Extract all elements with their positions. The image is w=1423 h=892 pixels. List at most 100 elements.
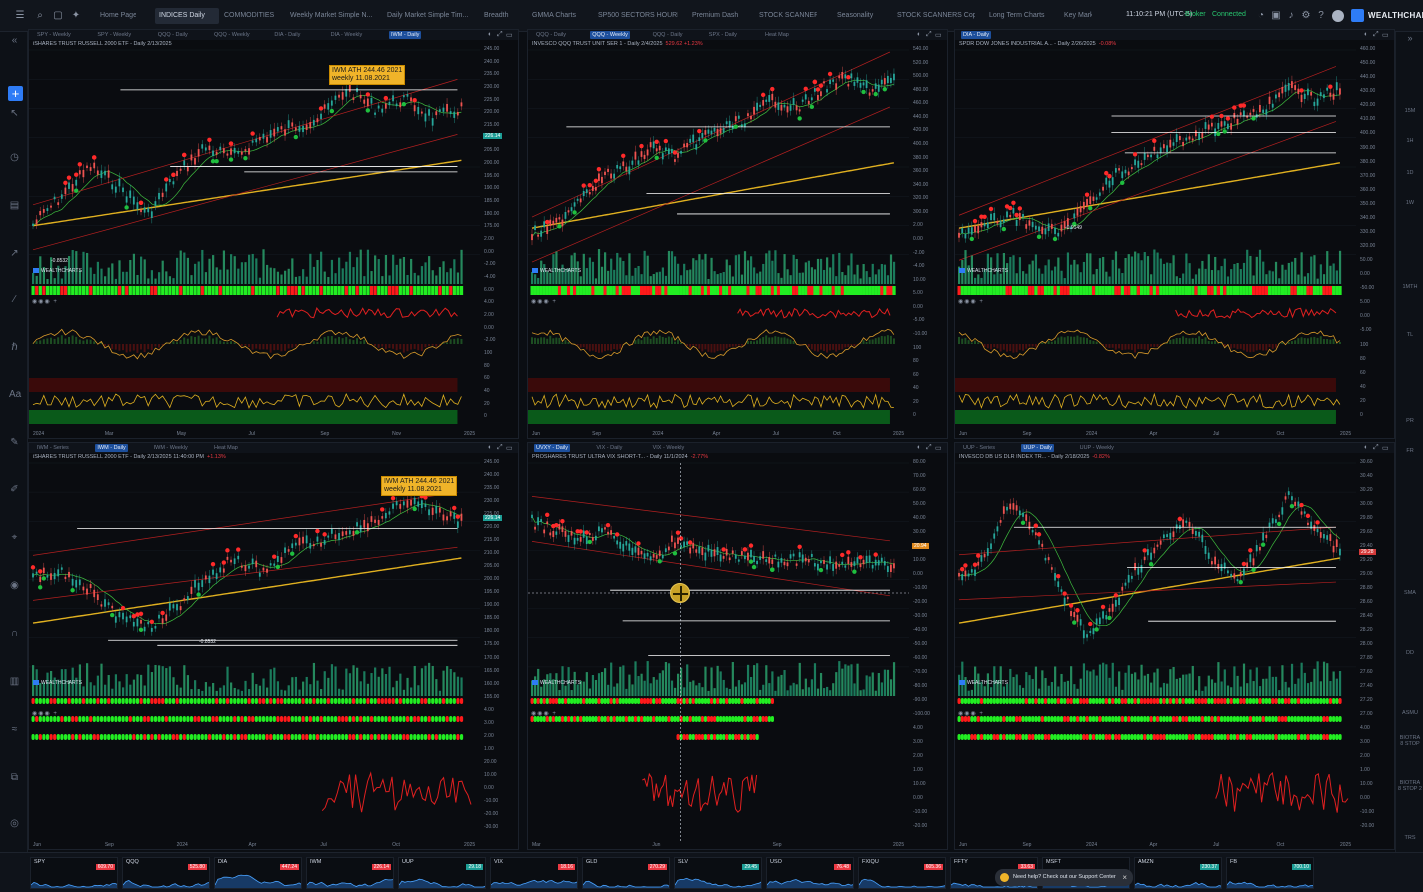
panel-tab[interactable]: QQQ - Daily	[536, 32, 566, 38]
panel-tab[interactable]: IWM - Series	[37, 445, 69, 451]
price-chart[interactable]	[955, 443, 1356, 850]
search-icon[interactable]: ⌕	[37, 10, 43, 21]
watchlist-tile[interactable]: FXIQU 605.36	[858, 857, 946, 889]
theme-icon[interactable]: ◐	[488, 31, 493, 38]
window-icon[interactable]: ▭	[1382, 445, 1389, 452]
magnet-icon[interactable]: ∩	[10, 628, 19, 639]
collapse-icon[interactable]: «	[11, 35, 18, 46]
fib-icon[interactable]: ℏ	[11, 342, 18, 353]
brush-icon[interactable]: ✎	[10, 437, 19, 448]
theme-icon[interactable]: ◐	[917, 444, 922, 451]
copy-icon[interactable]: ⧉	[10, 772, 19, 783]
pencil-icon[interactable]: ✐	[10, 484, 19, 495]
window-icon[interactable]: ▭	[1382, 32, 1389, 39]
expand-icon[interactable]: »	[1407, 33, 1413, 43]
panel-tab[interactable]: UVXY - Daily	[534, 444, 570, 452]
watchlist-tile[interactable]: GLD 270.29	[582, 857, 670, 889]
settings-icon[interactable]: ⚙	[1301, 10, 1311, 21]
pattern-icon[interactable]: ≈	[11, 724, 18, 735]
panel-tab[interactable]: Heat Map	[765, 32, 789, 38]
tab-7[interactable]: SP500 SECTORS HOURLY	[598, 12, 678, 19]
panel-tab[interactable]: VIX - Daily	[596, 445, 623, 451]
indicator-controls[interactable]: ◉◉◉ +	[32, 299, 58, 305]
chart-panel-2[interactable]: QQQ - Daily QQQ - Weekly QQQ - Daily SPX - …	[527, 29, 948, 439]
watchlist-tile[interactable]: IWM 226.14	[306, 857, 394, 889]
side-label[interactable]: BIOTRA 8 STOP	[1399, 735, 1421, 747]
save-icon[interactable]: ▣	[1271, 10, 1281, 21]
panel-tab[interactable]: QQQ - Daily	[157, 32, 188, 38]
maximize-icon[interactable]: ⤢	[926, 31, 932, 38]
side-label[interactable]: TL	[1406, 332, 1414, 338]
panel-tab[interactable]: IWM - Daily	[95, 444, 128, 452]
panel-tab[interactable]: UUP - Series	[963, 445, 995, 451]
watchlist-tile[interactable]: AMZN 230.37	[1134, 857, 1222, 889]
maximize-icon[interactable]: ⤢	[926, 444, 932, 451]
price-chart[interactable]	[955, 30, 1356, 439]
maximize-icon[interactable]: ⤢	[497, 444, 503, 451]
tab-5[interactable]: Breadth	[484, 12, 509, 19]
price-chart[interactable]	[528, 30, 909, 439]
tab-3[interactable]: Weekly Market Simple N...	[290, 12, 373, 19]
broker-status[interactable]: Broker	[1185, 11, 1206, 18]
price-chart[interactable]	[528, 443, 909, 850]
side-label[interactable]: BIOTRA 8 STOP 2	[1398, 780, 1422, 792]
panel-tab[interactable]: DIA - Daily	[274, 32, 301, 38]
watchlist-tile[interactable]: VIX 18.16	[490, 857, 578, 889]
panel-tab[interactable]: SPX - Daily	[708, 32, 737, 38]
tab-11[interactable]: STOCK SCANNERS Copy	[897, 12, 975, 19]
watchlist-tile[interactable]: FB 700.10	[1226, 857, 1314, 889]
chart-icon[interactable]: ▥	[9, 676, 20, 687]
side-label[interactable]: 1MTH	[1402, 284, 1418, 290]
ai-icon[interactable]: ✦	[71, 10, 81, 21]
trendline-icon[interactable]: ↗	[10, 248, 19, 259]
panel-tab[interactable]: UUP - Daily	[1021, 444, 1055, 452]
side-label[interactable]: SMA	[1404, 590, 1416, 596]
theme-icon[interactable]: ◐	[917, 31, 922, 38]
side-label[interactable]: PR	[1406, 418, 1414, 424]
chart-panel-6[interactable]: UUP - Series UUP - Daily UUP - Weekly ◐ ⤢ ▭ IN…	[954, 442, 1395, 850]
side-label[interactable]: ASMU	[1402, 710, 1418, 716]
watchlist-tile[interactable]: QQQ 525.80	[122, 857, 210, 889]
panel-tab[interactable]: IWM - Weekly	[153, 445, 188, 451]
panel-tab[interactable]: DIA - Daily	[961, 31, 991, 39]
add-chart-button[interactable]: +	[8, 86, 23, 101]
watchlist-tile[interactable]: SPY 609.70	[30, 857, 118, 889]
window-icon[interactable]: ▭	[506, 32, 513, 39]
panel-tab[interactable]: SPY - Weekly	[97, 32, 132, 38]
chart-panel-4[interactable]: IWM - Series IWM - Daily IWM - Weekly Heat …	[28, 442, 519, 850]
maximize-icon[interactable]: ⤢	[497, 31, 503, 38]
side-label[interactable]: 1H	[1406, 138, 1414, 144]
panel-tab[interactable]: QQQ - Weekly	[590, 31, 630, 39]
price-chart[interactable]	[29, 443, 480, 850]
side-label[interactable]: 15M	[1404, 108, 1416, 114]
theme-icon[interactable]: ◐	[1364, 31, 1369, 38]
theme-icon[interactable]: ◐	[488, 444, 493, 451]
tab-2[interactable]: COMMODITIES	[224, 12, 275, 19]
support-toast[interactable]: Need help? Check out our Support Center …	[995, 869, 1133, 886]
measure-icon[interactable]: ⌖	[11, 532, 18, 543]
panel-tab[interactable]: SPY - Weekly	[37, 32, 71, 38]
side-label[interactable]: TRS	[1404, 835, 1416, 841]
chart-panel-5[interactable]: UVXY - Daily VIX - Daily VIX - Weekly ◐ ⤢ ▭ PR…	[527, 442, 948, 850]
window-icon[interactable]: ▭	[935, 445, 942, 452]
window-icon[interactable]: ▭	[506, 445, 513, 452]
tab-6[interactable]: GMMA Charts	[532, 12, 576, 19]
maximize-icon[interactable]: ⤢	[1373, 31, 1379, 38]
panel-tab[interactable]: UUP - Weekly	[1079, 445, 1114, 451]
panel-tab[interactable]: VIX - Weekly	[652, 445, 685, 451]
alert-icon[interactable]: ◔	[1257, 10, 1265, 21]
side-label[interactable]: DD	[1406, 650, 1414, 656]
watchlist-tile[interactable]: DIA 447.24	[214, 857, 302, 889]
side-label[interactable]: 1W	[1405, 200, 1415, 206]
watchlist-tile[interactable]: USO 76.48	[766, 857, 854, 889]
watchlist-tile[interactable]: UUP 29.18	[398, 857, 486, 889]
panel-tab[interactable]: QQQ - Weekly	[214, 32, 250, 38]
close-icon[interactable]: ×	[1122, 873, 1127, 882]
indicator-controls[interactable]: ◉◉◉ +	[531, 711, 557, 717]
panel-tab[interactable]: QQQ - Daily	[652, 32, 683, 38]
side-label[interactable]: FR	[1406, 448, 1414, 454]
line-tool-icon[interactable]: ∕	[13, 294, 16, 305]
clock-icon[interactable]: ◷	[10, 152, 19, 163]
lock-icon[interactable]: ◎	[10, 818, 19, 829]
tab-10[interactable]: Seasonality	[837, 12, 874, 19]
